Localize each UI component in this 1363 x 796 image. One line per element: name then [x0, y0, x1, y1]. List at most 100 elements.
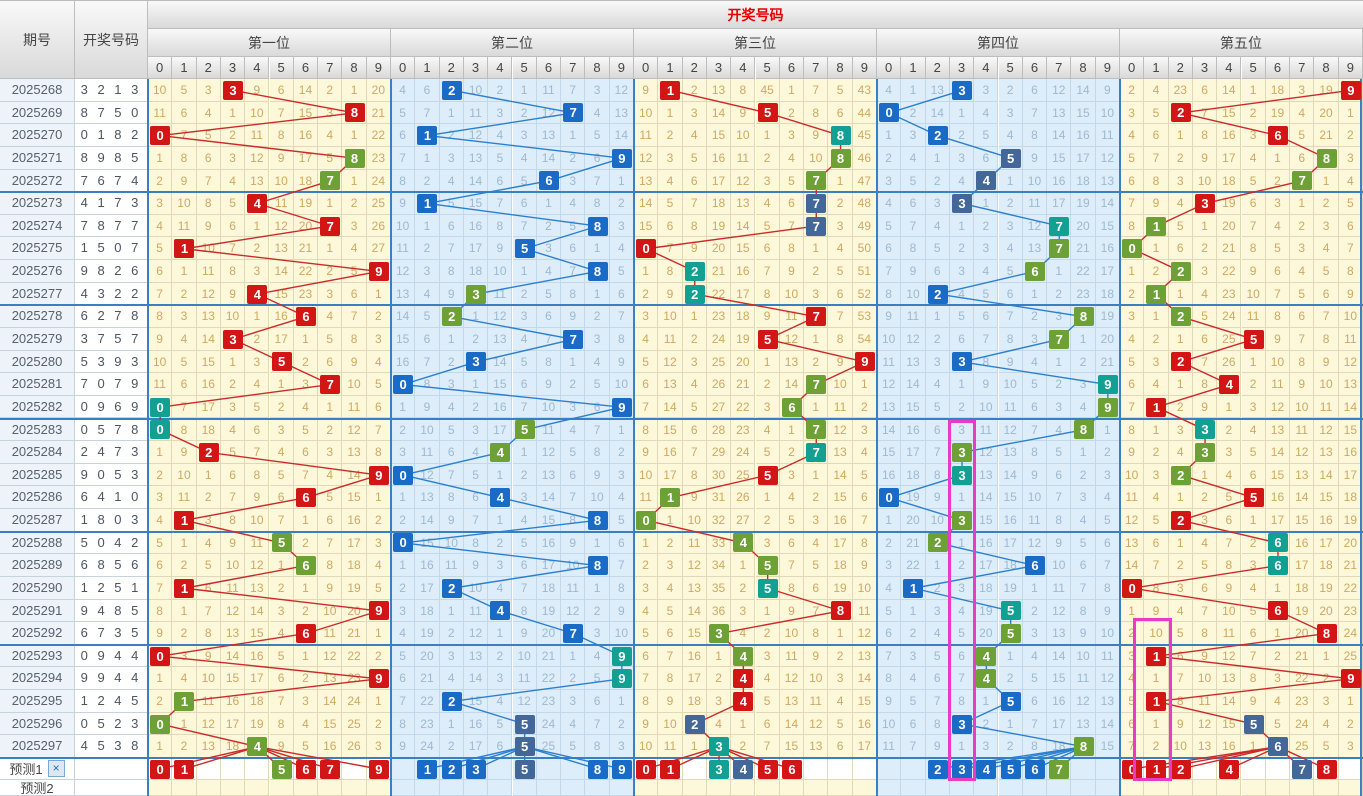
prediction2-cell[interactable] [269, 780, 294, 796]
prediction2-cell[interactable] [779, 780, 805, 796]
prediction-cell[interactable] [1095, 758, 1120, 780]
prediction-cell[interactable] [561, 758, 586, 780]
prediction-cell[interactable] [682, 758, 707, 780]
prediction-ball[interactable]: 6 [1024, 759, 1045, 779]
prediction2-cell[interactable] [172, 780, 197, 796]
prediction2-cell[interactable] [585, 780, 610, 796]
prediction-cell[interactable] [536, 758, 562, 780]
prediction2-cell[interactable] [196, 780, 221, 796]
prediction-ball[interactable]: 7 [320, 759, 341, 779]
prediction2-cell[interactable] [634, 780, 659, 796]
prediction2-cell[interactable] [148, 780, 173, 796]
prediction2-cell[interactable] [1314, 780, 1339, 796]
prediction-cell[interactable] [342, 758, 367, 780]
prediction2-cell[interactable] [1071, 780, 1096, 796]
prediction2-cell[interactable] [561, 780, 586, 796]
prediction2-cell[interactable] [731, 780, 756, 796]
prediction-cell[interactable] [391, 758, 416, 780]
prediction-cell[interactable] [901, 758, 926, 780]
prediction2-cell[interactable] [877, 780, 902, 796]
prediction2-cell[interactable] [852, 780, 877, 796]
prediction-ball[interactable]: 3 [709, 759, 730, 779]
prediction-ball[interactable]: 6 [295, 759, 316, 779]
prediction-ball[interactable]: 5 [757, 759, 778, 779]
prediction-cell[interactable] [1192, 758, 1218, 780]
prediction-ball[interactable]: 7 [1049, 759, 1070, 779]
prediction-ball[interactable]: 5 [514, 759, 535, 779]
prediction-cell[interactable] [1241, 758, 1266, 780]
prediction2-cell[interactable] [245, 780, 270, 796]
prediction2-cell[interactable] [463, 780, 489, 796]
prediction2-cell[interactable] [804, 780, 829, 796]
prediction2-cell[interactable] [755, 780, 780, 796]
prediction-ball[interactable]: 4 [1219, 759, 1240, 779]
prediction1-close-icon[interactable]: × [47, 760, 65, 777]
prediction2-cell[interactable] [609, 780, 634, 796]
prediction2-cell[interactable] [1168, 780, 1193, 796]
prediction2-cell[interactable] [1022, 780, 1048, 796]
prediction2-cell[interactable] [998, 780, 1023, 796]
prediction-ball[interactable]: 2 [1170, 759, 1191, 779]
prediction-ball[interactable]: 9 [611, 759, 632, 779]
miss-cell: 33 [706, 531, 732, 555]
prediction-ball[interactable]: 5 [271, 759, 292, 779]
prediction-ball[interactable]: 1 [417, 759, 438, 779]
prediction-ball[interactable]: 9 [368, 759, 389, 779]
prediction-cell[interactable] [488, 758, 513, 780]
prediction-ball[interactable]: 4 [733, 759, 754, 779]
prediction2-cell[interactable] [1095, 780, 1120, 796]
prediction-cell[interactable] [1338, 758, 1363, 780]
prediction2-cell[interactable] [1265, 780, 1291, 796]
prediction-cell[interactable] [245, 758, 270, 780]
prediction2-cell[interactable] [488, 780, 513, 796]
prediction-ball[interactable]: 5 [1000, 759, 1021, 779]
prediction-ball[interactable]: 6 [781, 759, 802, 779]
prediction2-cell[interactable] [1192, 780, 1218, 796]
prediction2-cell[interactable] [901, 780, 926, 796]
prediction-cell[interactable] [196, 758, 221, 780]
prediction2-cell[interactable] [1241, 780, 1266, 796]
prediction-ball[interactable]: 4 [976, 759, 997, 779]
prediction2-cell[interactable] [342, 780, 367, 796]
prediction-cell[interactable] [1265, 758, 1291, 780]
prediction-ball[interactable]: 0 [150, 759, 171, 779]
chart-title: 开奖号码 [148, 1, 1363, 29]
prediction2-cell[interactable] [1120, 780, 1145, 796]
prediction2-cell[interactable] [706, 780, 732, 796]
prediction-ball[interactable]: 8 [587, 759, 608, 779]
prediction-cell[interactable] [804, 758, 829, 780]
prediction2-cell[interactable] [658, 780, 683, 796]
prediction2-cell[interactable] [828, 780, 853, 796]
prediction2-cell[interactable] [974, 780, 999, 796]
prediction-ball[interactable]: 2 [927, 759, 948, 779]
prediction2-cell[interactable] [949, 780, 975, 796]
prediction2-cell[interactable] [366, 780, 391, 796]
prediction2-cell[interactable] [293, 780, 319, 796]
prediction-ball[interactable]: 7 [1292, 759, 1313, 779]
prediction2-cell[interactable] [220, 780, 246, 796]
prediction-cell[interactable] [877, 758, 902, 780]
prediction-cell[interactable] [852, 758, 877, 780]
prediction2-cell[interactable] [1217, 780, 1242, 796]
prediction-ball[interactable]: 1 [174, 759, 195, 779]
prediction-ball[interactable]: 0 [636, 759, 657, 779]
prediction2-cell[interactable] [1290, 780, 1315, 796]
prediction-cell[interactable] [828, 758, 853, 780]
prediction2-cell[interactable] [1144, 780, 1169, 796]
prediction2-cell[interactable] [1047, 780, 1072, 796]
miss-cell: 5 [1022, 667, 1048, 691]
prediction-cell[interactable] [220, 758, 246, 780]
prediction2-cell[interactable] [318, 780, 343, 796]
prediction2-cell[interactable] [925, 780, 950, 796]
prediction2-cell[interactable] [682, 780, 707, 796]
prediction-ball[interactable]: 8 [1316, 759, 1337, 779]
prediction-ball[interactable]: 1 [660, 759, 681, 779]
prediction-cell[interactable] [1071, 758, 1096, 780]
prediction2-cell[interactable] [415, 780, 440, 796]
prediction2-cell[interactable] [536, 780, 562, 796]
prediction-ball[interactable]: 2 [441, 759, 462, 779]
prediction2-cell[interactable] [439, 780, 464, 796]
prediction-ball[interactable]: 3 [466, 759, 487, 779]
prediction2-cell[interactable] [512, 780, 537, 796]
prediction2-cell[interactable] [391, 780, 416, 796]
